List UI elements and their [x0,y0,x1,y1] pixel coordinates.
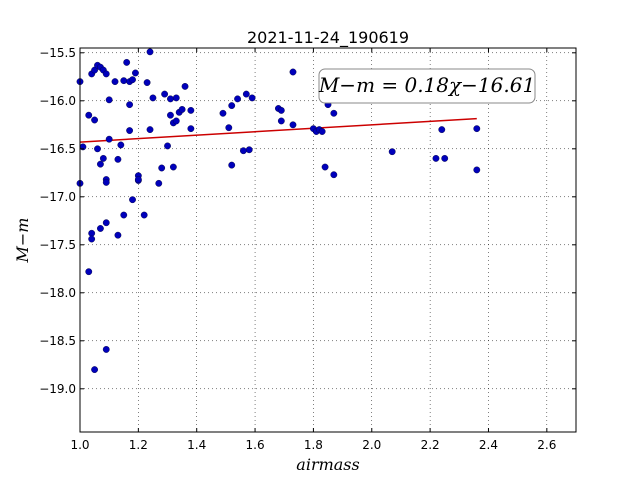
data-point [126,127,134,134]
x-tick-label: 2.6 [537,438,556,452]
data-point [225,124,233,132]
chart-title: 2021-11-24_190619 [247,28,409,48]
data-point [167,111,174,119]
data-point [321,163,329,171]
data-point [155,179,163,187]
data-point [330,109,338,117]
plot-frame [79,47,577,433]
data-point [318,128,326,135]
data-point [441,154,449,162]
y-tick-label: −19.0 [39,382,76,396]
data-point [111,78,119,86]
data-point [120,77,128,85]
data-point [219,109,227,117]
data-point [289,121,297,129]
data-point [85,268,93,276]
data-point [277,117,285,125]
x-tick-label: 1.8 [304,438,323,452]
data-point [140,211,148,219]
data-point [102,70,110,78]
y-tick-label: −18.0 [39,286,76,300]
data-point [172,94,180,102]
x-tick-label: 2.2 [421,438,440,452]
data-point [169,163,177,171]
data-point [167,95,174,103]
data-point [228,161,236,169]
data-point [187,107,195,114]
data-point [289,68,297,76]
data-point [161,90,169,98]
data-point [146,126,154,134]
y-tick-label: −16.5 [39,142,76,156]
data-point [158,164,166,172]
y-tick-label: −17.0 [39,190,76,204]
data-point [149,94,157,102]
data-point [473,125,481,133]
data-point [85,111,93,119]
x-tick-label: 1.2 [129,438,148,452]
data-point [438,126,446,134]
tick-labels: 1.0 1.2 1.4 1.6 1.8 2.0 2.2 2.4 2.6 −15.5 −16.0 −16… [39,46,556,452]
data-point [432,154,440,162]
data-point [245,146,253,154]
data-point [88,229,96,237]
data-point [277,107,285,114]
data-point [239,147,247,155]
fit-equation-box: M−m = 0.18χ−16.61 [318,68,536,104]
data-point [473,166,481,174]
data-point [181,83,189,90]
data-point [94,145,101,153]
data-point [172,117,180,125]
data-point [91,116,98,124]
data-point [114,231,122,239]
data-point [164,142,171,150]
data-point [105,96,113,104]
data-point [123,59,131,66]
data-point [102,346,110,353]
data-point [129,196,136,204]
x-axis-label: airmass [296,455,359,474]
data-point [187,125,195,133]
data-point [97,160,104,168]
y-tick-label: −17.5 [39,238,76,252]
y-tick-label: −16.0 [39,94,76,108]
axis-ticks [79,48,576,432]
y-tick-label: −18.5 [39,334,76,348]
data-point [228,102,236,110]
data-point [143,79,151,86]
data-point [132,69,139,77]
data-point [102,219,110,227]
data-point [388,148,396,156]
data-point [129,76,136,84]
data-point [91,366,98,373]
data-point [97,225,104,232]
x-tick-label: 1.6 [246,438,265,452]
data-point [126,101,134,109]
y-tick-label: −15.5 [39,46,76,60]
data-point [99,154,107,162]
data-point [330,171,338,179]
fit-equation: M−m = 0.18χ−16.61 [318,73,535,97]
fit-line [79,117,477,143]
data-point [88,235,96,243]
data-point [178,106,186,113]
data-point [234,95,241,103]
data-point [242,90,250,98]
data-point [120,211,128,219]
x-tick-label: 2.0 [362,438,381,452]
data-point [134,176,142,183]
data-point [114,155,122,163]
data-point [102,178,110,186]
fit-line-group [79,117,477,143]
data-point [117,141,125,149]
equation-box-frame [318,68,536,104]
data-point [105,135,113,143]
x-tick-label: 1.0 [70,438,89,452]
data-point [248,94,256,102]
y-axis-label: M−m [13,218,32,264]
x-tick-label: 1.4 [187,438,206,452]
data-point [146,48,154,56]
x-tick-label: 2.4 [479,438,498,452]
